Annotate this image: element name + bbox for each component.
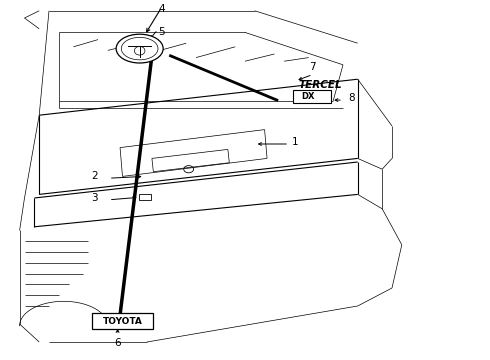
Ellipse shape <box>116 34 163 63</box>
Text: TERCEL: TERCEL <box>299 80 343 90</box>
Text: 1: 1 <box>292 137 298 147</box>
FancyBboxPatch shape <box>92 313 153 329</box>
Text: 2: 2 <box>91 171 98 181</box>
Text: DX: DX <box>301 92 315 101</box>
Text: 4: 4 <box>158 4 165 14</box>
FancyBboxPatch shape <box>293 90 331 103</box>
Text: 6: 6 <box>114 338 121 348</box>
Text: 5: 5 <box>158 27 165 37</box>
Text: 3: 3 <box>91 193 98 203</box>
Text: 8: 8 <box>348 93 355 103</box>
Text: 7: 7 <box>309 62 316 72</box>
Text: TOYOTA: TOYOTA <box>102 317 143 325</box>
